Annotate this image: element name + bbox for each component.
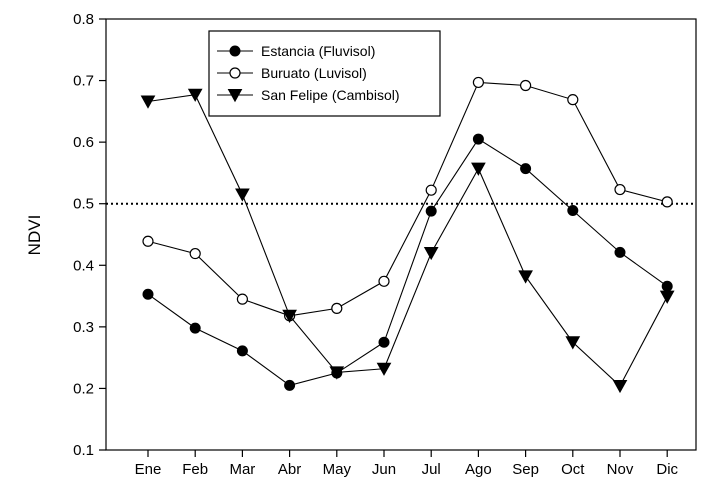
data-point — [472, 76, 484, 89]
series-line — [147, 94, 668, 387]
y-tick-label: 0.6 — [73, 134, 94, 151]
data-point — [331, 302, 343, 314]
data-point — [189, 247, 201, 260]
data-point — [284, 379, 296, 391]
x-tick-label: Jun — [372, 461, 396, 478]
data-point — [612, 379, 628, 394]
x-tick-label: Abr — [278, 461, 301, 478]
data-point — [472, 133, 484, 145]
data-point — [187, 88, 203, 102]
y-tick-label: 0.4 — [73, 257, 94, 274]
data-point — [520, 163, 532, 175]
legend: Estancia (Fluvisol) Buruato (Luvisol) San … — [208, 30, 441, 117]
legend-entry: Estancia (Fluvisol) — [217, 43, 375, 59]
legend-entry: Buruato (Luvisol) — [217, 65, 367, 81]
data-point — [565, 336, 581, 350]
data-point — [236, 345, 248, 357]
data-point — [471, 162, 486, 176]
x-tick-label: Sep — [512, 461, 539, 478]
plot-frame — [105, 18, 697, 451]
legend-marker — [229, 67, 241, 79]
data-point — [567, 204, 579, 216]
x-tick-label: May — [323, 461, 352, 478]
x-axis: Ene Feb Mar Abr May Jun Jul Ago Sep Oct Nov Dic — [135, 450, 679, 478]
data-point — [376, 362, 392, 376]
x-tick-label: Dic — [656, 461, 678, 478]
data-point — [235, 188, 250, 202]
legend-label: Buruato (Luvisol) — [261, 65, 367, 81]
x-tick-label: Oct — [561, 461, 585, 478]
data-point — [614, 183, 626, 196]
data-point — [189, 322, 201, 334]
y-tick-label: 0.5 — [73, 196, 94, 213]
x-tick-label: Nov — [607, 461, 634, 478]
legend-label: San Felipe (Cambisol) — [261, 87, 400, 103]
y-tick-label: 0.2 — [73, 380, 94, 397]
data-point — [142, 288, 154, 300]
data-point — [140, 95, 156, 109]
data-point — [518, 270, 533, 284]
x-tick-label: Ago — [465, 461, 492, 478]
data-point — [329, 366, 345, 380]
y-axis: 0.1 0.2 0.3 0.4 0.5 0.6 0.7 0.8 — [73, 11, 106, 459]
x-tick-label: Mar — [229, 461, 255, 478]
data-point — [378, 275, 390, 287]
data-point — [423, 246, 439, 261]
x-tick-label: Ene — [135, 461, 162, 478]
series-3 — [140, 88, 675, 394]
y-axis-title: NDVI — [25, 215, 44, 256]
data-point — [614, 246, 626, 258]
x-tick-label: Jul — [422, 461, 441, 478]
data-point — [661, 196, 673, 208]
series-layer — [140, 76, 675, 394]
legend-marker — [229, 45, 241, 57]
data-point — [567, 94, 579, 106]
x-tick-label: Feb — [182, 461, 208, 478]
legend-entry: San Felipe (Cambisol) — [217, 87, 400, 103]
y-tick-label: 0.7 — [73, 73, 94, 90]
data-point — [378, 336, 390, 348]
series-line — [147, 81, 668, 317]
legend-label: Estancia (Fluvisol) — [261, 43, 375, 59]
data-point — [236, 293, 248, 305]
series-line — [147, 138, 668, 386]
data-point — [425, 184, 437, 196]
data-point — [142, 235, 154, 247]
legend-marker — [227, 88, 243, 103]
data-point — [661, 280, 673, 292]
data-point — [519, 79, 532, 92]
y-tick-label: 0.1 — [73, 442, 94, 459]
data-point — [425, 205, 437, 217]
data-point — [282, 309, 297, 323]
data-point — [659, 290, 675, 304]
series-1 — [142, 133, 673, 391]
y-tick-label: 0.8 — [73, 11, 94, 28]
y-tick-label: 0.3 — [73, 319, 94, 336]
